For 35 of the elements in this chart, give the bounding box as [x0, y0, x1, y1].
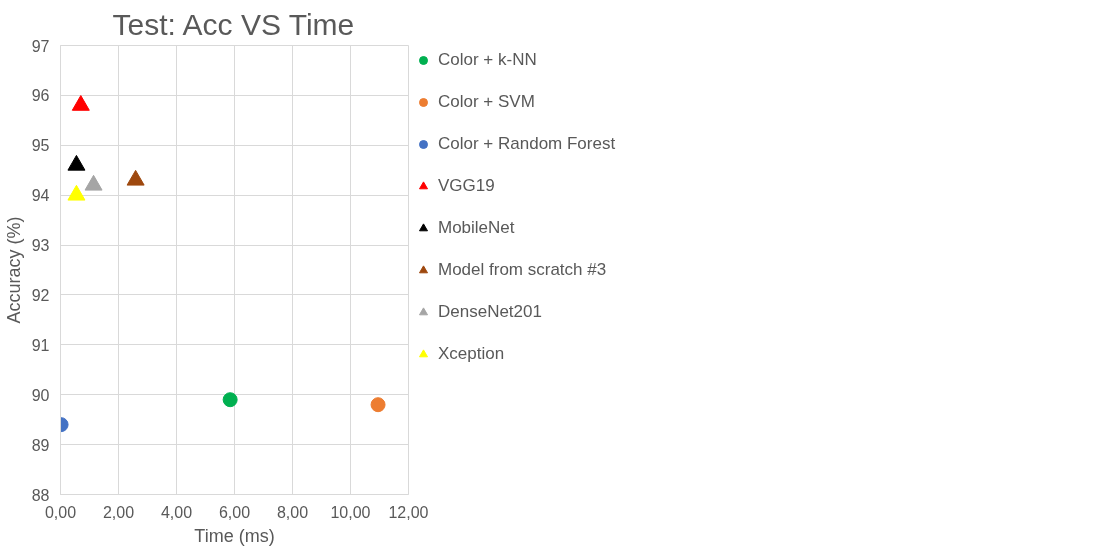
y-axis-title: Accuracy (%) [3, 216, 24, 324]
legend-label: Color + k-NN [438, 50, 537, 70]
y-tick-label: 90 [31, 386, 50, 404]
x-axis-title: Time (ms) [194, 525, 275, 546]
y-tick-label: 93 [31, 237, 50, 255]
y-tick-label: 94 [31, 187, 50, 205]
legend-label: MobileNet [438, 218, 515, 238]
point [126, 169, 145, 186]
point [71, 95, 90, 111]
y-tick-label: 97 [31, 37, 50, 55]
y-tick-label: 89 [31, 436, 50, 454]
x-tick-label: 2,00 [102, 503, 135, 521]
point [67, 154, 86, 171]
x-tick-label: 12,00 [388, 503, 429, 521]
x-tick-label: 4,00 [160, 503, 193, 521]
legend-label: Xception [438, 344, 505, 364]
y-tick-label: 88 [31, 486, 50, 504]
point [222, 392, 238, 408]
x-tick-label: 0,00 [44, 503, 77, 521]
point [370, 397, 386, 413]
x-tick-label: 6,00 [218, 503, 251, 521]
legend-label: Model from scratch #3 [438, 260, 607, 280]
chart-title: Test: Acc VS Time [112, 7, 355, 41]
point [84, 174, 103, 191]
legend-label: VGG19 [438, 176, 495, 196]
y-tick-label: 96 [31, 87, 50, 105]
x-tick-label: 8,00 [276, 503, 309, 521]
y-tick-label: 91 [31, 336, 50, 354]
y-tick-label: 92 [31, 286, 50, 304]
point [67, 184, 86, 201]
x-tick-label: 10,00 [330, 503, 371, 521]
legend-label: Color + Random Forest [438, 134, 616, 154]
y-tick-label: 95 [31, 137, 50, 155]
legend-label: DenseNet201 [438, 302, 542, 322]
legend-label: Color + SVM [438, 92, 535, 112]
